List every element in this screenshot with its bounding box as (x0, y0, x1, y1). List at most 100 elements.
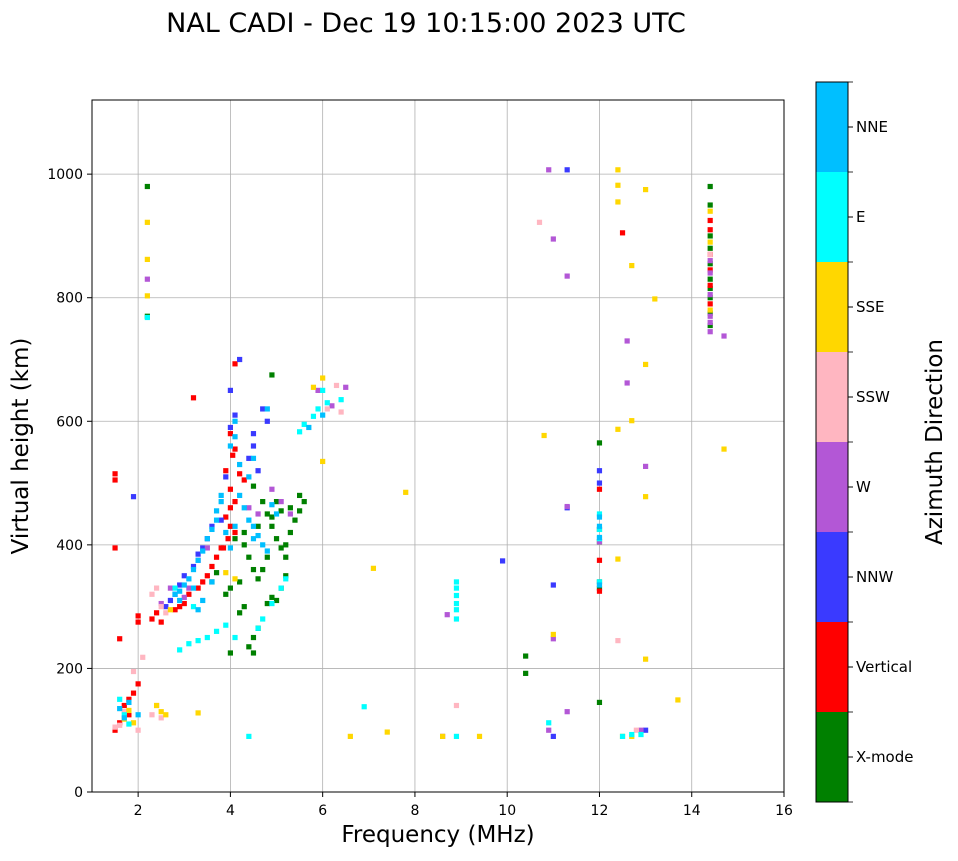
data-point (186, 591, 192, 597)
data-point (546, 167, 552, 173)
data-point (158, 600, 164, 607)
data-point (190, 563, 197, 570)
colorbar-tick-label: W (856, 478, 871, 496)
data-point (324, 400, 330, 406)
data-point (273, 511, 280, 517)
data-point (250, 523, 257, 529)
data-point (126, 721, 132, 727)
data-point (255, 625, 261, 631)
data-point (232, 536, 238, 542)
data-point (596, 486, 603, 492)
data-point (250, 431, 257, 437)
data-point (297, 492, 303, 499)
series-sse (121, 167, 727, 739)
data-point (596, 539, 603, 545)
colorbar-tick-label: X-mode (856, 748, 913, 766)
data-point (213, 517, 220, 523)
data-point (596, 588, 603, 594)
data-point (444, 612, 450, 618)
x-axis-label: Frequency (MHz) (341, 822, 534, 848)
data-point (615, 556, 621, 562)
data-point (177, 588, 183, 594)
data-point (550, 733, 556, 739)
data-point (163, 712, 169, 718)
data-point (130, 668, 137, 675)
data-point (223, 474, 229, 480)
data-point (223, 514, 229, 520)
data-point (200, 579, 206, 585)
data-point (213, 508, 220, 514)
data-point (310, 384, 317, 390)
data-point (278, 508, 284, 514)
data-point (237, 492, 243, 499)
data-point (232, 412, 238, 418)
data-point (250, 443, 257, 449)
data-point (536, 219, 543, 225)
data-point (320, 375, 326, 381)
x-tick-label: 12 (591, 803, 609, 819)
colorbar-tick-label: SSW (856, 388, 890, 406)
data-point (320, 412, 326, 418)
data-point (329, 403, 335, 409)
data-point (255, 511, 261, 517)
data-point (121, 715, 127, 721)
data-point (112, 727, 118, 733)
data-point (707, 282, 713, 288)
data-point (619, 733, 626, 739)
colorbar: X-mode Vertical NNW W SSW SSE E NNE (815, 81, 913, 803)
data-point (241, 542, 247, 548)
data-point (144, 219, 150, 225)
data-point (112, 477, 118, 483)
data-point (301, 421, 307, 427)
data-point (306, 424, 312, 431)
colorbar-tick-label: SSE (856, 298, 885, 316)
data-point (204, 573, 210, 579)
data-point (564, 273, 570, 279)
data-point (707, 227, 713, 233)
data-point (213, 554, 220, 560)
data-point (596, 440, 603, 446)
data-point (707, 208, 713, 214)
x-tick-label: 10 (498, 803, 516, 819)
data-point (121, 709, 127, 715)
series-nnw (130, 167, 649, 739)
data-point (126, 696, 132, 702)
data-point (264, 418, 270, 424)
data-point (144, 314, 150, 321)
data-point (269, 372, 275, 378)
data-point (707, 313, 713, 319)
data-point (550, 631, 556, 638)
data-point (246, 733, 252, 739)
data-point (153, 610, 160, 616)
data-point (260, 566, 266, 573)
data-point (283, 554, 289, 560)
data-point (181, 600, 187, 607)
y-tick-label: 400 (56, 538, 83, 554)
data-point (476, 733, 483, 739)
data-point (453, 733, 460, 739)
data-point (264, 548, 270, 554)
data-point (223, 591, 229, 597)
data-point (707, 295, 713, 301)
data-point (218, 517, 224, 523)
data-point (126, 712, 132, 718)
data-point (167, 585, 174, 591)
data-point (227, 387, 233, 393)
data-point (675, 697, 681, 703)
series-ssw (112, 219, 713, 733)
data-point (232, 523, 238, 529)
data-point (246, 554, 252, 560)
data-point (499, 558, 506, 564)
data-point (227, 431, 233, 437)
data-point (135, 613, 141, 619)
x-tick-label: 14 (683, 803, 701, 819)
data-point (278, 585, 284, 591)
data-point (453, 592, 460, 599)
data-point (310, 413, 317, 419)
data-point (269, 514, 275, 520)
data-point (629, 262, 635, 269)
data-point (523, 653, 529, 659)
data-point (707, 239, 713, 245)
data-point (643, 463, 649, 469)
y-tick-label: 200 (56, 661, 83, 677)
